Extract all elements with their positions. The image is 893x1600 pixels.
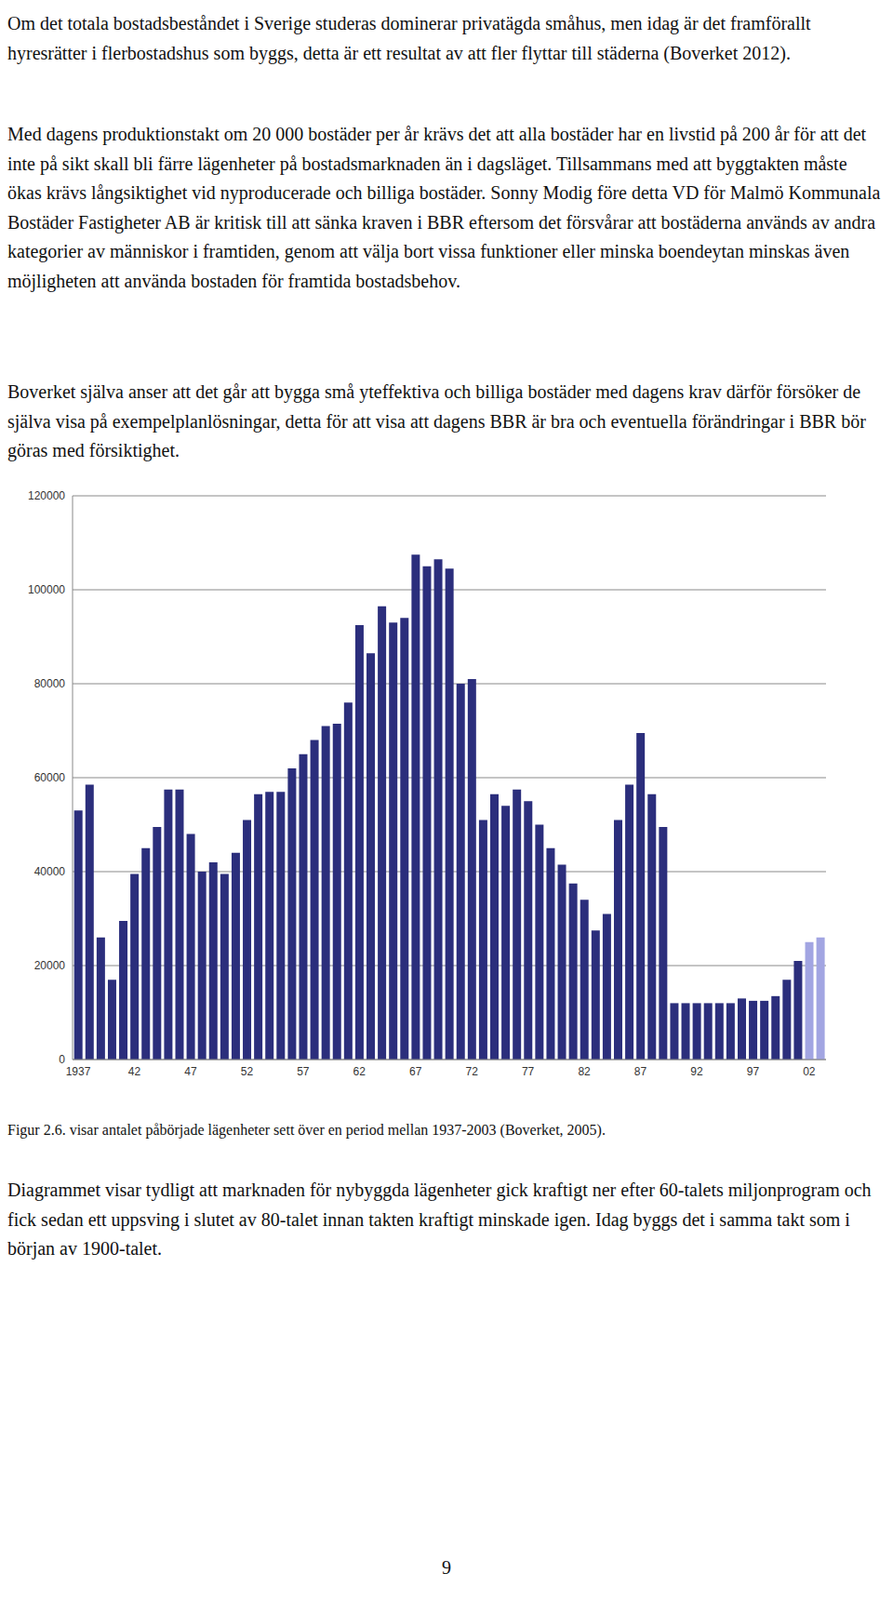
svg-text:57: 57 (296, 1065, 310, 1079)
html-text:Boverket själva anser att det: Boverket själva anser att det går att by… (7, 381, 866, 461)
svg-text:80000: 80000 (34, 677, 67, 691)
svg-text:52: 52 (240, 1065, 254, 1079)
html-text:Med dagens produktionstakt om: Med dagens produktionstakt om 20 000 bos… (7, 123, 881, 291)
svg-text:92: 92 (690, 1065, 704, 1079)
html-text:Om det totala bostadsbeståndet: Om det totala bostadsbeståndet i Sverige… (7, 13, 811, 63)
svg-text:67: 67 (409, 1065, 423, 1079)
svg-text:0: 0 (58, 1052, 66, 1067)
html-text:Diagrammet visar tydligt att m: Diagrammet visar tydligt att marknaden f… (7, 1179, 872, 1259)
svg-text:40000: 40000 (34, 865, 67, 879)
svg-text:82: 82 (577, 1065, 591, 1079)
svg-text:47: 47 (184, 1065, 198, 1079)
svg-text:72: 72 (465, 1065, 479, 1079)
svg-text:87: 87 (634, 1065, 648, 1079)
svg-text:1937: 1937 (66, 1065, 92, 1079)
svg-text:77: 77 (521, 1065, 535, 1079)
svg-text:120000: 120000 (27, 489, 66, 503)
svg-text:97: 97 (746, 1065, 760, 1079)
svg-text:60000: 60000 (34, 771, 67, 785)
html-text:Figur 2.6. visar antalet påbör: Figur 2.6. visar antalet påbörjade lägen… (7, 1121, 606, 1138)
svg-text:62: 62 (353, 1065, 367, 1079)
html-text:9: 9 (441, 1557, 452, 1578)
svg-text:100000: 100000 (27, 583, 66, 597)
svg-text:02: 02 (802, 1065, 816, 1079)
svg-text:20000: 20000 (34, 959, 67, 973)
svg-text:42: 42 (128, 1065, 142, 1079)
